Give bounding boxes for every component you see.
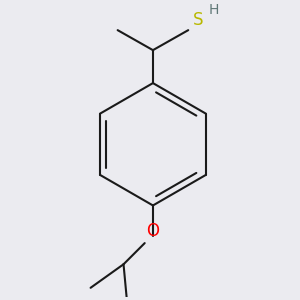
Text: O: O: [146, 222, 159, 240]
Text: S: S: [193, 11, 203, 29]
Text: H: H: [208, 3, 219, 17]
